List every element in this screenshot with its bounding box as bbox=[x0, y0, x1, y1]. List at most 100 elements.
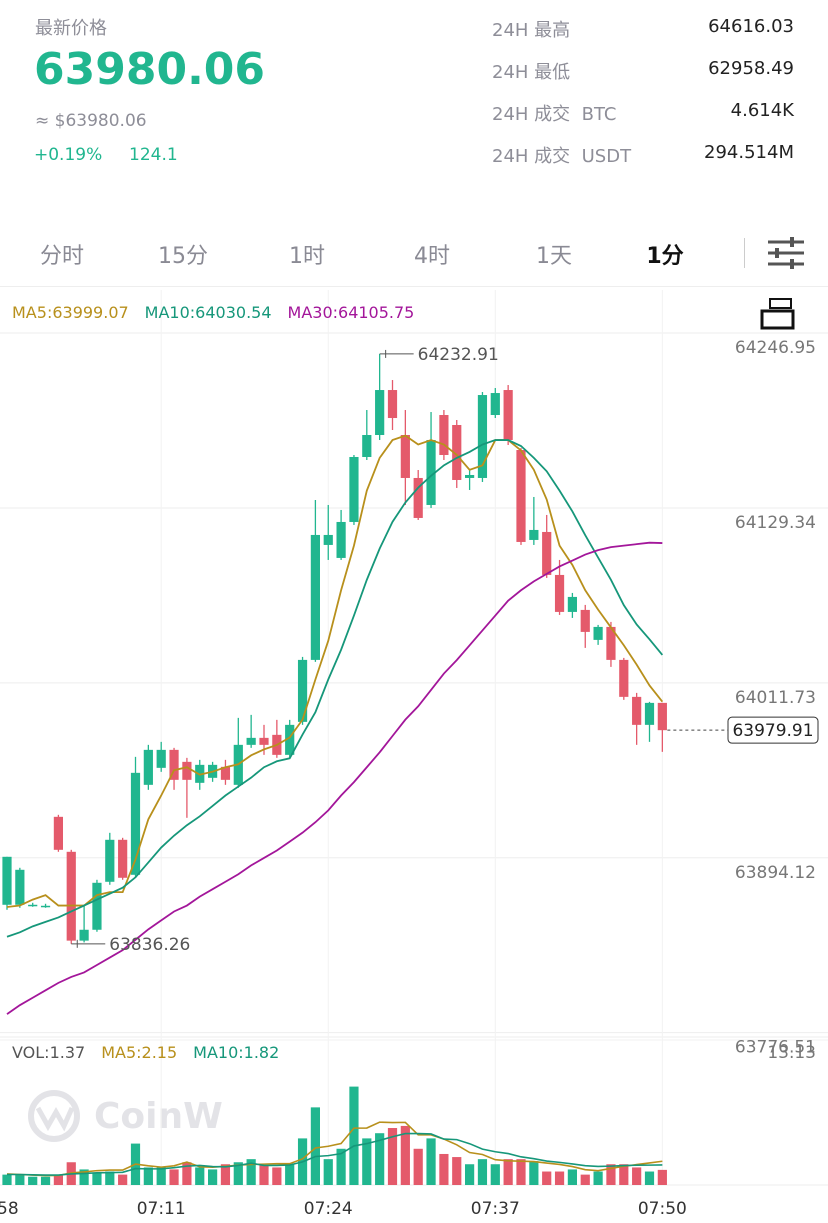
candle-body bbox=[66, 851, 76, 941]
candle-body bbox=[657, 702, 667, 731]
legend-name: MA30 bbox=[287, 303, 333, 322]
candle-body bbox=[567, 596, 577, 612]
ma-line bbox=[6, 1121, 663, 1177]
stat-label: 24H 成交 BTC bbox=[492, 104, 617, 125]
legend-item: VOL1.37 bbox=[12, 1043, 85, 1062]
volume-bar bbox=[195, 1167, 205, 1185]
volume-bar bbox=[477, 1159, 488, 1185]
legend-item: MA52.15 bbox=[101, 1043, 177, 1062]
candle-body bbox=[349, 456, 359, 522]
volume-bar bbox=[28, 1176, 38, 1185]
candle-body bbox=[490, 393, 500, 416]
candle-body bbox=[53, 816, 63, 850]
tab[interactable]: 1时 bbox=[289, 244, 325, 269]
legend-value: 2.15 bbox=[136, 1043, 177, 1062]
volume-bar bbox=[516, 1159, 526, 1185]
legend-item: MA101.82 bbox=[193, 1043, 279, 1062]
candle-body bbox=[426, 439, 436, 505]
ma-line bbox=[7, 1132, 663, 1176]
y-tick-label: 64011.73 bbox=[735, 688, 816, 708]
volume-bar bbox=[375, 1133, 385, 1185]
tab[interactable]: 1分 bbox=[646, 244, 684, 269]
stat-value: 62958.49 bbox=[708, 58, 794, 79]
extreme-label: 64232.91 bbox=[418, 345, 499, 365]
candle-body bbox=[503, 390, 513, 440]
candle-body bbox=[92, 882, 102, 930]
usd-price: ≈ $63980.06 bbox=[35, 111, 147, 131]
candle-body bbox=[259, 737, 269, 745]
candle-body bbox=[632, 696, 642, 725]
volume-bar bbox=[619, 1164, 629, 1185]
divider bbox=[0, 286, 828, 287]
stat-value: 4.614K bbox=[730, 100, 794, 121]
tab[interactable]: 分时 bbox=[39, 244, 85, 269]
volume-bar bbox=[580, 1174, 590, 1185]
volume-legend: VOL1.37 MA52.15 MA101.82 bbox=[12, 1043, 295, 1062]
volume-bar bbox=[554, 1171, 565, 1185]
volume-bar bbox=[593, 1171, 603, 1185]
volume-bar bbox=[465, 1164, 475, 1185]
candle-body bbox=[529, 529, 539, 540]
volume-bar bbox=[79, 1169, 89, 1185]
volume-bar bbox=[285, 1164, 295, 1185]
y-tick-label: 64129.34 bbox=[735, 513, 816, 533]
tab[interactable]: 4时 bbox=[414, 244, 450, 269]
candle-body bbox=[310, 534, 320, 660]
candle-body bbox=[285, 724, 295, 755]
legend-value: 1.82 bbox=[238, 1043, 279, 1062]
volume-bar bbox=[542, 1171, 552, 1185]
last-price-box bbox=[727, 716, 819, 744]
volume-bar bbox=[40, 1176, 51, 1185]
candle-body bbox=[336, 521, 346, 558]
volume-bar bbox=[529, 1161, 539, 1185]
price-label: 最新价格 bbox=[35, 18, 107, 39]
volume-bar bbox=[349, 1086, 359, 1185]
volume-bar bbox=[182, 1162, 192, 1185]
x-tick-label: 07:24 bbox=[304, 1199, 353, 1219]
volume-bar bbox=[503, 1159, 513, 1185]
volume-bar bbox=[490, 1164, 500, 1185]
watermark: CoinW bbox=[28, 1090, 223, 1142]
candle-body bbox=[554, 574, 565, 612]
candle-body bbox=[246, 737, 256, 745]
candle-body bbox=[375, 390, 385, 435]
candle-body bbox=[362, 434, 372, 457]
volume-bar bbox=[323, 1159, 333, 1185]
volume-bar bbox=[400, 1125, 410, 1185]
candle-body bbox=[465, 474, 475, 478]
candle-body bbox=[169, 749, 179, 780]
legend-name: VOL bbox=[12, 1043, 45, 1062]
candle-body bbox=[143, 749, 153, 785]
candle-body bbox=[606, 626, 616, 660]
tab[interactable]: 15分 bbox=[158, 244, 208, 269]
y-tick-label: 13.13 bbox=[767, 1043, 816, 1063]
legend-name: MA10 bbox=[144, 303, 190, 322]
volume-bar bbox=[272, 1167, 282, 1185]
x-tick-label: 07:11 bbox=[137, 1199, 186, 1219]
candle-body bbox=[452, 425, 462, 480]
y-tick-label: 63894.12 bbox=[735, 863, 816, 883]
tab[interactable]: 1天 bbox=[536, 244, 572, 269]
volume-bar bbox=[632, 1167, 642, 1185]
legend-value: 64030.54 bbox=[190, 303, 272, 322]
volume-bar bbox=[53, 1174, 63, 1185]
candle-body bbox=[477, 395, 488, 478]
volume-bar bbox=[452, 1157, 462, 1185]
legend-item: MA3064105.75 bbox=[288, 303, 415, 322]
volume-bar bbox=[2, 1174, 12, 1185]
candles bbox=[2, 353, 667, 944]
settings-icon[interactable] bbox=[766, 236, 806, 270]
volume-bar bbox=[413, 1148, 423, 1185]
volume-bar bbox=[118, 1174, 128, 1185]
toggle-icon[interactable] bbox=[760, 298, 795, 330]
volume-bar bbox=[233, 1162, 243, 1185]
volume-bar bbox=[169, 1169, 179, 1185]
candle-body bbox=[297, 659, 308, 722]
volume-bar bbox=[387, 1128, 398, 1185]
candle-body bbox=[156, 749, 166, 768]
legend-item: MA1064030.54 bbox=[145, 303, 272, 322]
volume-bar bbox=[336, 1148, 346, 1185]
legend-item: MA563999.07 bbox=[12, 303, 129, 322]
volume-bar bbox=[606, 1164, 616, 1185]
y-tick-label: 63776.51 bbox=[735, 1038, 816, 1058]
